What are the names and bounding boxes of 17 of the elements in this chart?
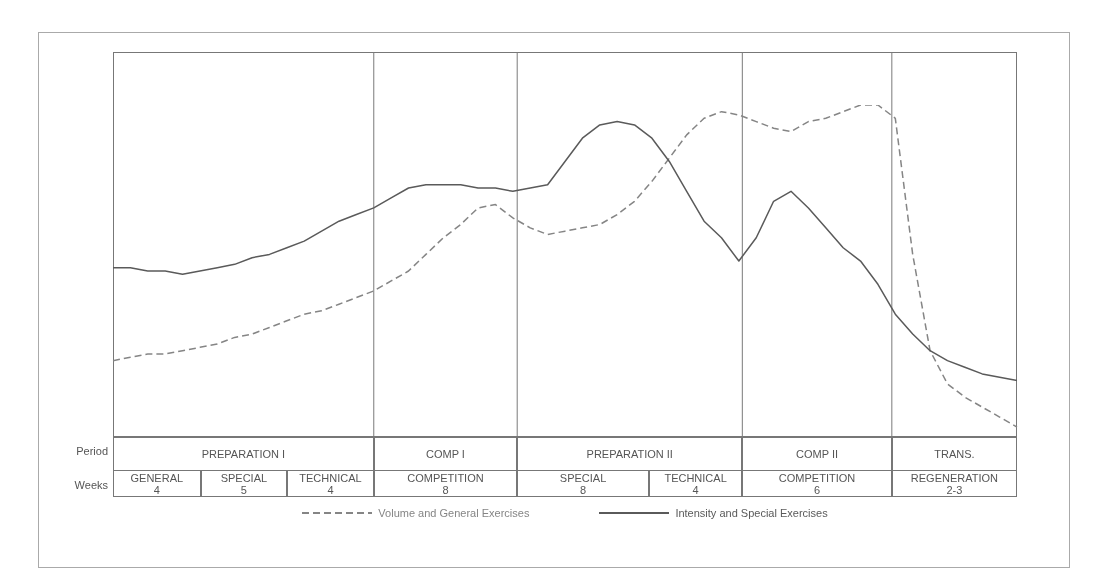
- text: TECHNICAL 4: [648, 470, 743, 497]
- text: Weeks: [73, 479, 108, 491]
- text: COMP II: [742, 437, 892, 471]
- text: REGENERATION 2-3: [891, 470, 1017, 497]
- text: COMPETITION 6: [742, 470, 892, 497]
- text: TECHNICAL 4: [287, 470, 374, 497]
- text: COMP I: [373, 437, 518, 471]
- text: PREPARATION II: [517, 437, 743, 471]
- text: COMPETITION 8: [373, 470, 518, 497]
- text: Volume and General Exercises: [378, 507, 530, 519]
- text: Period: [75, 445, 108, 457]
- text: Intensity and Special Exercises: [675, 507, 828, 519]
- text: SPECIAL 8: [517, 470, 649, 497]
- text: TRANS.: [891, 437, 1017, 471]
- text: SPECIAL 5: [200, 470, 288, 497]
- text: PREPARATION I: [113, 437, 374, 471]
- text: GENERAL 4: [113, 470, 201, 497]
